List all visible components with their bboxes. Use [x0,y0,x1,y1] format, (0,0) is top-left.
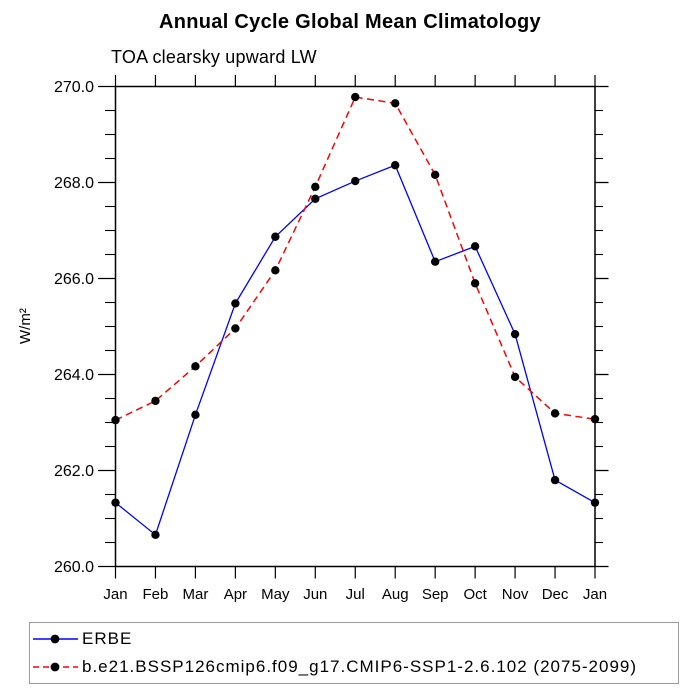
legend-label-model: b.e21.BSSP126cmip6.f09_g17.CMIP6-SSP1-2.… [82,657,638,677]
data-point-marker [391,99,400,108]
y-tick-label: 270.0 [54,79,94,96]
legend-dot-marker-icon [50,634,60,644]
y-tick-label: 262.0 [54,463,94,480]
x-tick-label: Nov [502,586,529,603]
erbe-series-line [115,164,596,536]
plot-frame [114,85,596,568]
data-point-marker [550,409,560,418]
y-tick-label: 260.0 [54,559,94,576]
y-tick-label: 268.0 [54,175,94,192]
legend-dot-marker-icon [50,662,60,672]
data-point-marker [590,498,600,507]
data-point-marker [470,242,480,251]
data-point-marker [351,176,360,186]
data-point-marker [430,257,440,266]
x-tick-label: Sep [422,586,449,603]
data-point-marker [470,279,480,288]
data-point-marker [151,530,160,540]
x-tick-label: Dec [542,586,569,603]
x-tick-label: Jan [103,586,127,603]
data-point-marker [391,161,400,170]
y-tick-label: 266.0 [54,271,94,288]
data-point-marker [111,415,120,425]
x-tick-label: Feb [143,586,169,603]
data-point-marker [151,396,160,406]
data-point-marker [510,372,520,382]
y-tick-label: 264.0 [54,367,94,384]
data-point-marker [550,475,560,485]
data-point-marker [191,362,200,371]
model-series-line [115,96,596,421]
x-tick-label: Jul [346,586,365,603]
data-point-marker [191,410,200,420]
data-point-marker [271,232,280,241]
legend-dashed-line-marker-icon [33,662,78,672]
x-tick-label: Aug [382,586,409,603]
data-point-marker [231,324,240,333]
data-point-marker [351,92,360,102]
chart-title: Annual Cycle Global Mean Climatology [159,11,541,33]
x-tick-label: Mar [182,586,208,603]
x-tick-label: Jun [303,586,327,603]
data-point-marker [271,266,280,275]
x-tick-label: May [261,586,290,603]
data-point-marker [111,498,120,507]
data-point-marker [510,329,520,339]
x-tick-label: Jan [583,586,607,603]
data-point-marker [430,170,440,180]
x-tick-label: Oct [463,586,487,603]
data-point-marker [590,414,600,424]
data-point-marker [311,194,320,204]
legend-entry-erbe: ERBE [33,626,678,652]
legend-solid-line-marker-icon [33,634,78,644]
data-point-marker [311,182,320,192]
legend-entry-model: b.e21.BSSP126cmip6.f09_g17.CMIP6-SSP1-2.… [33,654,678,680]
data-point-marker [231,299,240,308]
legend-box: ERBE b.e21.BSSP126cmip6.f09_g17.CMIP6-SS… [29,622,679,684]
x-tick-label: Apr [224,586,247,603]
chart-subtitle: TOA clearsky upward LW [111,47,317,67]
legend-label-erbe: ERBE [82,628,133,648]
